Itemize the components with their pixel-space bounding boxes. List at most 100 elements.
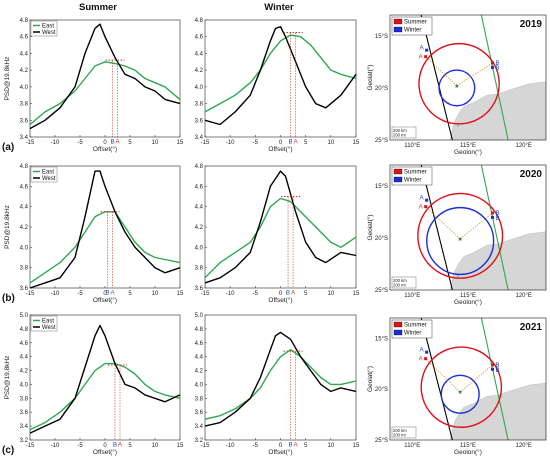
map-x-tick-label: 115°E [460, 443, 476, 449]
x-tick-label: 10 [327, 291, 334, 297]
x-tick-label: -10 [226, 140, 235, 146]
series-line-east [29, 362, 181, 431]
y-tick-label: 3.4 [20, 135, 29, 141]
marker-label-a: A [291, 291, 295, 297]
y-tick-label: 4.8 [195, 164, 204, 170]
x-tick-label: -15 [26, 443, 35, 449]
x-axis-label: Offset(°) [268, 448, 292, 456]
track-line-west [420, 15, 453, 140]
legend-west-label: West [42, 325, 56, 331]
plot-frame [29, 314, 181, 441]
x-axis-label: Offset(°) [93, 296, 117, 304]
marker-label-a: A [118, 443, 122, 449]
site-marker: ▼ [456, 124, 460, 129]
x-tick-label: 5 [128, 140, 132, 146]
y-tick-label: 4.6 [195, 184, 204, 190]
panel-label: (b) [2, 293, 15, 304]
legend-winter-label: Winter [404, 28, 421, 34]
series-line-east [29, 61, 181, 126]
legend-winter-label: Winter [404, 178, 421, 184]
series-line-west [204, 170, 357, 284]
map-x-tick-label: 110°E [404, 143, 420, 149]
x-tick-label: -15 [201, 140, 210, 146]
station-star: ★ [458, 389, 463, 396]
map-year-label: 2021 [520, 322, 543, 333]
y-tick-label: 3.8 [195, 396, 204, 402]
map-y-tick-label: 25°S [375, 438, 388, 444]
series-line-west [29, 170, 181, 289]
y-tick-label: 4.4 [195, 51, 204, 57]
y-tick-label: 3.6 [195, 410, 204, 416]
y-tick-label: 4.2 [20, 68, 29, 74]
y-tick-label: 3.4 [20, 424, 29, 430]
y-tick-label: 3.2 [195, 438, 204, 444]
legend-summer-label: Summer [404, 323, 427, 329]
y-tick-label: 3.6 [195, 286, 204, 292]
map-frame [389, 14, 547, 141]
chart-panel: -15 -10 -5 0 5 10 15 3.2 3.4 3.6 3.8 4.0 4.2 4.4 4.6 4.… [195, 313, 360, 456]
scale-box [391, 126, 417, 139]
plot-frame [204, 19, 357, 138]
y-tick-label: 4.4 [20, 355, 29, 361]
scale-km-label: 200 km [393, 278, 407, 283]
panel-label: (c) [2, 445, 14, 456]
y-tick-label: 3.8 [195, 266, 204, 272]
map-y-tick-label: 15°S [375, 336, 388, 342]
chart-panel: -15 -10 -5 0 5 10 15 3.6 3.8 4.0 4.2 4.4 4.6 4.8 Offse… [195, 164, 360, 304]
map-label-b-winter: B [496, 66, 500, 72]
map-label-b-winter: B [496, 216, 500, 222]
track-line-west [420, 165, 453, 290]
x-tick-label: 15 [177, 443, 184, 449]
series-line-east [204, 197, 357, 279]
marker-a-square [424, 55, 428, 59]
marker-label-b: B [113, 443, 117, 449]
y-tick-label: 4.4 [195, 205, 204, 211]
track-line-east [480, 318, 509, 440]
map-content: ★ A B A B ▼ [390, 165, 546, 290]
legend-summer-label: Summer [404, 170, 427, 176]
site-marker: ▼ [456, 274, 460, 279]
x-tick-label: -10 [51, 443, 60, 449]
map-x-tick-label: 110°E [404, 293, 420, 299]
station-star: ★ [454, 83, 459, 90]
map-label-b: B [496, 211, 500, 217]
column-title-winter: Winter [264, 2, 294, 13]
x-axis-label: Offset(°) [93, 448, 117, 456]
legend-east-label: East [42, 170, 54, 176]
track-line-east [480, 165, 509, 290]
y-tick-label: 4.0 [20, 382, 29, 388]
y-tick-label: 3.6 [20, 410, 29, 416]
x-tick-label: 0 [103, 140, 107, 146]
series-line-east [29, 211, 181, 284]
summer-circle [418, 42, 500, 125]
y-tick-label: 4.8 [20, 18, 29, 24]
map-y-tick-label: 15°S [375, 184, 388, 190]
x-tick-label: -15 [26, 291, 35, 297]
x-tick-label: -5 [253, 140, 259, 146]
y-axis-label: PSD@19.8kHz [4, 57, 11, 101]
x-tick-label: 0 [279, 291, 283, 297]
y-tick-label: 4.0 [20, 245, 29, 251]
marker-label-a: A [294, 140, 298, 146]
y-tick-label: 4.8 [195, 18, 204, 24]
y-tick-label: 4.8 [20, 327, 29, 333]
x-tick-label: 0 [279, 443, 283, 449]
scale-box [391, 276, 417, 289]
link-line-a [425, 56, 458, 87]
map-y-axis-label: Geolat(°) [366, 214, 374, 240]
land [449, 81, 546, 140]
panel-label: (a) [2, 142, 14, 153]
marker-a-square [424, 205, 428, 209]
y-tick-label: 4.6 [195, 341, 204, 347]
x-tick-label: -5 [77, 140, 83, 146]
x-tick-label: -10 [51, 140, 60, 146]
y-tick-label: 5.0 [195, 313, 204, 319]
map-x-tick-label: 110°E [404, 443, 420, 449]
y-tick-label: 4.2 [195, 225, 204, 231]
